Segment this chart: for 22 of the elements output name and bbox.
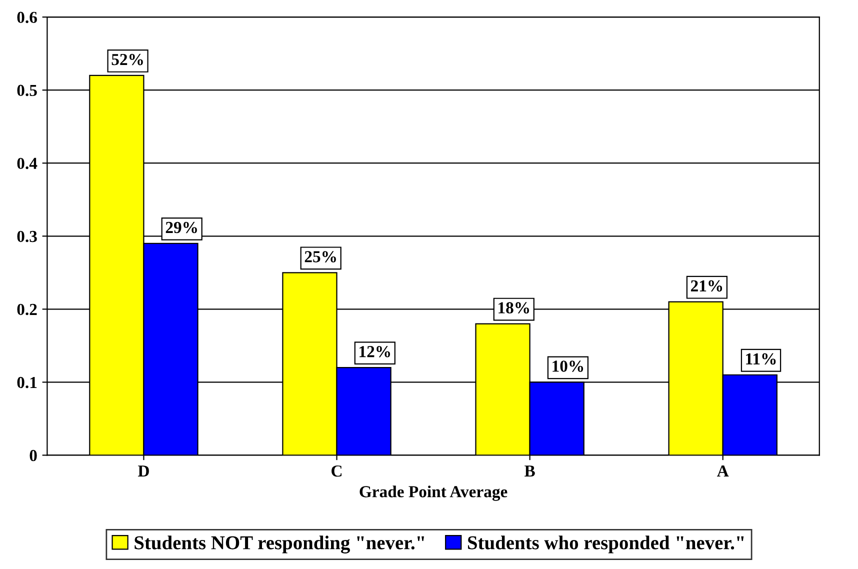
y-tick-label: 0.5	[17, 84, 37, 96]
y-tick-label: 0.2	[17, 304, 37, 316]
data-label: 25%	[304, 251, 336, 262]
legend-label: Students NOT responding "never."	[134, 536, 424, 554]
y-tick-label: 0.6	[17, 12, 37, 24]
data-label: 18%	[498, 302, 530, 314]
y-tick-label: 0	[30, 450, 37, 462]
x-tick-label: D	[138, 466, 149, 477]
y-tick-label: 0.1	[17, 376, 37, 388]
data-label: 29%	[166, 222, 197, 234]
data-label: 21%	[690, 280, 722, 292]
x-tick-label: B	[524, 466, 535, 477]
data-label: 12%	[360, 346, 390, 358]
data-label: 52%	[112, 54, 143, 66]
data-label: 11%	[746, 353, 776, 365]
legend-label: Students who responded "never."	[468, 536, 744, 554]
x-tick-label: A	[717, 465, 729, 476]
x-axis-title: Grade Point Average	[360, 486, 508, 501]
x-tick-label: C	[332, 465, 342, 477]
y-tick-label: 0.3	[17, 230, 37, 242]
y-tick-label: 0.4	[17, 158, 38, 170]
data-label: 10%	[552, 360, 584, 372]
